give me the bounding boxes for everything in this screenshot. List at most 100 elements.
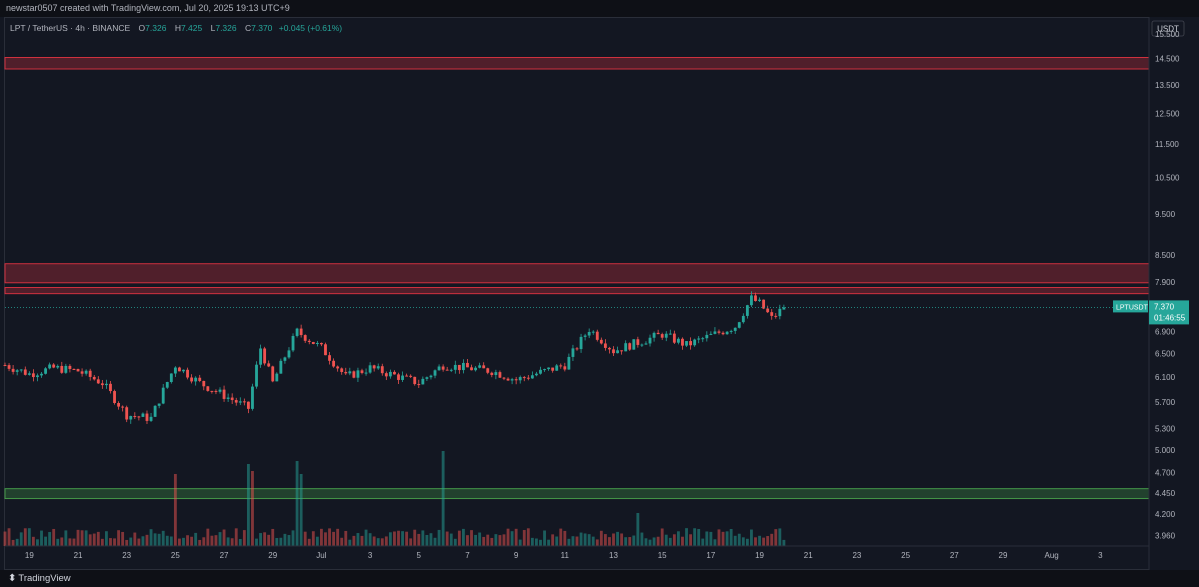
- candle-body: [84, 370, 88, 374]
- volume-bar: [559, 528, 563, 546]
- volume-bar: [660, 528, 664, 546]
- candle-body: [238, 401, 242, 403]
- volume-bar: [603, 534, 607, 546]
- candle-body: [599, 339, 603, 344]
- candle-body: [259, 348, 262, 365]
- volume-bar: [11, 539, 15, 546]
- candle-body: [356, 370, 360, 378]
- candle-body: [137, 416, 141, 418]
- volume-bar: [510, 531, 514, 546]
- candle-body: [559, 365, 563, 367]
- candle-body: [429, 375, 433, 378]
- candle-body: [11, 368, 15, 372]
- price-tick: 5.000: [1155, 446, 1176, 455]
- candle-body: [299, 328, 303, 336]
- candles-layer: [3, 291, 786, 425]
- volume-bar: [745, 538, 749, 546]
- volume-bar: [368, 533, 372, 546]
- volume-bar: [632, 535, 636, 546]
- volume-bar: [470, 530, 473, 546]
- volume-bar: [713, 539, 717, 546]
- volume-bar: [397, 530, 400, 546]
- volume-bar: [506, 528, 510, 546]
- volume-bar: [766, 536, 770, 546]
- open-label: O: [138, 23, 146, 33]
- candle-body: [113, 391, 116, 404]
- volume-bar: [608, 537, 611, 546]
- candle-body: [608, 347, 611, 350]
- candle-body: [372, 365, 376, 369]
- volume-bar: [380, 538, 384, 546]
- time-tick: 3: [368, 551, 373, 560]
- volume-bar: [685, 528, 688, 546]
- volume-bar: [486, 534, 490, 546]
- candle-body: [453, 364, 457, 370]
- volume-bar: [689, 534, 693, 546]
- candle-body: [445, 369, 449, 371]
- candle-body: [214, 390, 218, 392]
- volume-bar: [84, 530, 88, 546]
- candle-body: [628, 343, 632, 350]
- volume-bar: [417, 533, 421, 546]
- candle-body: [251, 386, 254, 409]
- candle-body: [186, 369, 189, 378]
- volume-bar: [543, 530, 546, 546]
- candle-body: [490, 372, 494, 376]
- time-tick: 29: [999, 551, 1008, 560]
- volume-bar: [705, 531, 709, 546]
- volume-bar: [15, 538, 19, 546]
- price-tick: 15.500: [1155, 30, 1180, 39]
- volume-bar: [530, 537, 534, 546]
- time-tick: 5: [417, 551, 422, 560]
- volume-bar: [429, 533, 433, 546]
- candle-body: [48, 364, 52, 369]
- candle-body: [246, 401, 250, 409]
- price-tick: 4.200: [1155, 510, 1176, 519]
- volume-bar: [242, 530, 246, 546]
- candle-body: [620, 350, 624, 352]
- candle-body: [368, 365, 372, 373]
- candle-body: [733, 327, 737, 331]
- price-tick: 5.700: [1155, 398, 1176, 407]
- volume-bar: [3, 531, 7, 546]
- candle-body: [64, 365, 68, 373]
- candle-body: [275, 373, 279, 382]
- volume-bar: [113, 538, 116, 546]
- volume-bar: [571, 536, 575, 546]
- volume-bar: [190, 536, 194, 546]
- volume-bar: [7, 528, 11, 546]
- candle-body: [287, 350, 291, 358]
- candle-body: [526, 377, 530, 379]
- candle-body: [23, 369, 27, 375]
- low-value: 7.326: [215, 23, 237, 33]
- candle-body: [202, 380, 206, 387]
- volume-bar: [238, 539, 242, 546]
- candle-body: [15, 370, 19, 372]
- candle-body: [421, 378, 425, 385]
- brand[interactable]: ⬍ TradingView: [8, 573, 71, 584]
- candle-body: [563, 366, 567, 370]
- last-price-tag: [1149, 300, 1189, 325]
- bottom-bar: [0, 570, 1199, 587]
- candle-body: [413, 376, 417, 385]
- volume-bar: [44, 536, 47, 546]
- candle-body: [778, 308, 782, 317]
- time-tick: 17: [706, 551, 715, 560]
- volume-bar: [664, 534, 668, 546]
- volume-layer: [3, 451, 786, 546]
- candle-body: [173, 367, 177, 374]
- volume-bar: [778, 528, 782, 546]
- candle-body: [632, 339, 636, 350]
- volume-bar: [80, 530, 84, 546]
- candle-body: [750, 295, 753, 306]
- currency-box: [1151, 20, 1185, 37]
- time-tick: 23: [122, 551, 131, 560]
- candle-body: [774, 315, 778, 317]
- volume-bar: [676, 531, 680, 546]
- candle-body: [328, 355, 331, 361]
- volume-bar: [693, 528, 697, 546]
- candle-body: [482, 365, 486, 369]
- candle-body: [182, 369, 185, 372]
- price-tick: 13.500: [1155, 81, 1180, 90]
